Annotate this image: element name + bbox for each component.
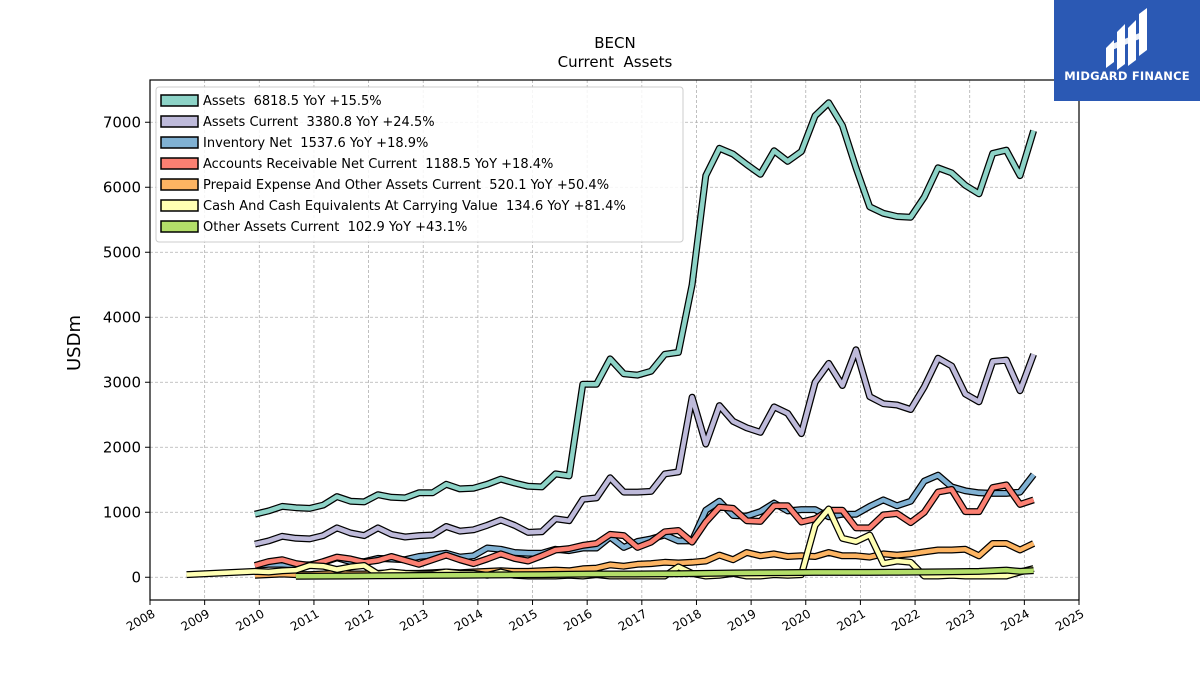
x-tick-label: 2016 bbox=[561, 606, 594, 633]
y-tick-label: 2000 bbox=[103, 438, 141, 456]
legend-swatch bbox=[160, 136, 199, 149]
y-tick-label: 5000 bbox=[103, 243, 141, 261]
x-tick-label: 2025 bbox=[1053, 606, 1086, 633]
x-tick-label: 2022 bbox=[889, 606, 922, 633]
legend-swatch bbox=[160, 220, 199, 233]
legend-label: Prepaid Expense And Other Assets Current… bbox=[203, 178, 609, 193]
brand-name: MIDGARD FINANCE bbox=[1064, 69, 1190, 83]
x-tick-label: 2015 bbox=[507, 606, 540, 633]
brand-mark-icon bbox=[1106, 8, 1147, 70]
legend-label: Other Assets Current 102.9 YoY +43.1% bbox=[203, 220, 467, 235]
series-line bbox=[254, 347, 1036, 547]
x-tick-label: 2013 bbox=[397, 606, 430, 633]
y-tick-label: 1000 bbox=[103, 503, 141, 521]
y-axis-ticks: 0 1000 2000 3000 4000 5000 6000 7000 bbox=[103, 113, 150, 586]
legend-swatch bbox=[160, 94, 199, 107]
x-tick-label: 2024 bbox=[998, 606, 1031, 633]
legend-swatch bbox=[160, 157, 199, 170]
x-tick-label: 2017 bbox=[616, 606, 649, 633]
y-tick-label: 3000 bbox=[103, 373, 141, 391]
chart-subtitle: Current Assets bbox=[558, 53, 673, 71]
legend-swatch bbox=[160, 199, 199, 212]
x-tick-label: 2014 bbox=[452, 606, 485, 633]
series-line bbox=[254, 100, 1036, 517]
x-tick-label: 2023 bbox=[944, 606, 977, 633]
series-line bbox=[295, 567, 1034, 579]
legend-label: Assets Current 3380.8 YoY +24.5% bbox=[203, 115, 435, 130]
x-tick-label: 2010 bbox=[233, 606, 266, 633]
x-tick-label: 2021 bbox=[834, 606, 867, 633]
x-tick-label: 2008 bbox=[124, 606, 157, 633]
brand-logo: MIDGARD FINANCE bbox=[1054, 0, 1200, 101]
x-tick-label: 2018 bbox=[671, 606, 704, 633]
legend-label: Inventory Net 1537.6 YoY +18.9% bbox=[203, 136, 428, 151]
y-tick-label: 7000 bbox=[103, 113, 141, 131]
y-tick-label: 4000 bbox=[103, 308, 141, 326]
x-axis-ticks: 2008 2009 2010 2011 2012 2013 2014 2015 2016 2017… bbox=[124, 600, 1087, 634]
x-tick-label: 2011 bbox=[288, 606, 321, 633]
series-line bbox=[254, 482, 1035, 568]
legend-box bbox=[155, 86, 684, 243]
x-tick-label: 2009 bbox=[179, 606, 212, 633]
legend-swatch bbox=[160, 115, 199, 128]
legend-label: Assets 6818.5 YoY +15.5% bbox=[203, 94, 382, 109]
y-axis-label: USDm bbox=[64, 315, 85, 371]
legend: Assets 6818.5 YoY +15.5% Assets Current 3… bbox=[155, 86, 684, 243]
y-tick-label: 6000 bbox=[103, 178, 141, 196]
chart-title: BECN bbox=[594, 34, 635, 52]
legend-label: Accounts Receivable Net Current 1188.5 Y… bbox=[203, 157, 553, 172]
y-tick-label: 0 bbox=[131, 568, 141, 586]
x-tick-label: 2012 bbox=[343, 606, 376, 633]
plot-frame bbox=[149, 79, 1080, 601]
plot-series bbox=[186, 99, 1037, 580]
x-tick-label: 2020 bbox=[780, 606, 813, 633]
x-tick-label: 2019 bbox=[725, 606, 758, 633]
legend-label: Cash And Cash Equivalents At Carrying Va… bbox=[203, 199, 626, 214]
legend-swatch bbox=[160, 178, 199, 191]
